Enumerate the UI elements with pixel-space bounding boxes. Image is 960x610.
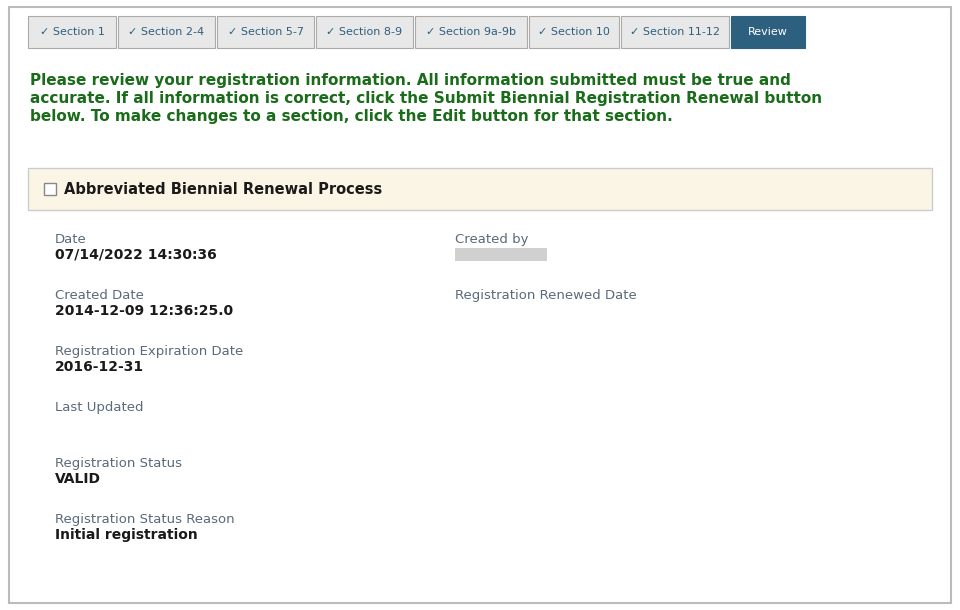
FancyBboxPatch shape: [217, 16, 314, 48]
Text: Registration Status Reason: Registration Status Reason: [55, 513, 234, 526]
Text: Date: Date: [55, 233, 86, 246]
Text: ✓ Section 9a-9b: ✓ Section 9a-9b: [426, 27, 516, 37]
Text: Created Date: Created Date: [55, 289, 144, 302]
Text: Review: Review: [748, 27, 788, 37]
FancyBboxPatch shape: [9, 7, 951, 603]
FancyBboxPatch shape: [316, 16, 413, 48]
FancyBboxPatch shape: [44, 183, 56, 195]
FancyBboxPatch shape: [529, 16, 619, 48]
Text: Abbreviated Biennial Renewal Process: Abbreviated Biennial Renewal Process: [64, 182, 382, 196]
Text: ✓ Section 5-7: ✓ Section 5-7: [228, 27, 303, 37]
Text: ✓ Section 10: ✓ Section 10: [538, 27, 610, 37]
Text: below. To make changes to a section, click the Edit button for that section.: below. To make changes to a section, cli…: [30, 109, 673, 124]
Text: Registration Renewed Date: Registration Renewed Date: [455, 289, 636, 302]
FancyBboxPatch shape: [28, 168, 932, 210]
FancyBboxPatch shape: [28, 16, 116, 48]
Text: 2014-12-09 12:36:25.0: 2014-12-09 12:36:25.0: [55, 304, 233, 318]
Text: Created by: Created by: [455, 233, 529, 246]
Text: Last Updated: Last Updated: [55, 401, 143, 414]
FancyBboxPatch shape: [118, 16, 215, 48]
Text: ✓ Section 11-12: ✓ Section 11-12: [630, 27, 720, 37]
FancyBboxPatch shape: [415, 16, 527, 48]
FancyBboxPatch shape: [731, 16, 805, 48]
Text: VALID: VALID: [55, 472, 101, 486]
FancyBboxPatch shape: [621, 16, 729, 48]
Text: ✓ Section 8-9: ✓ Section 8-9: [326, 27, 402, 37]
Text: accurate. If all information is correct, click the Submit Biennial Registration : accurate. If all information is correct,…: [30, 91, 822, 106]
Text: Initial registration: Initial registration: [55, 528, 198, 542]
Text: Registration Status: Registration Status: [55, 457, 182, 470]
Text: 2016-12-31: 2016-12-31: [55, 360, 144, 374]
Text: ✓ Section 2-4: ✓ Section 2-4: [129, 27, 204, 37]
FancyBboxPatch shape: [455, 248, 547, 261]
Text: Registration Expiration Date: Registration Expiration Date: [55, 345, 243, 358]
Text: Please review your registration information. All information submitted must be t: Please review your registration informat…: [30, 73, 791, 88]
Text: ✓ Section 1: ✓ Section 1: [39, 27, 105, 37]
Text: 07/14/2022 14:30:36: 07/14/2022 14:30:36: [55, 248, 217, 262]
